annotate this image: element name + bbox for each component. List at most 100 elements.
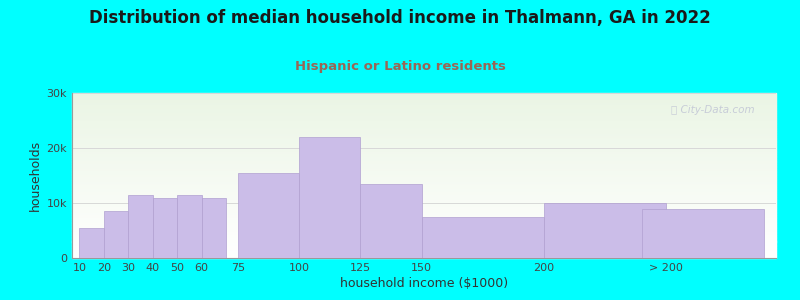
Bar bbox=[72, 96, 776, 98]
Bar bbox=[72, 144, 776, 146]
Bar bbox=[72, 195, 776, 197]
Bar bbox=[72, 151, 776, 152]
Bar bbox=[72, 182, 776, 184]
Bar bbox=[72, 217, 776, 218]
Bar bbox=[72, 208, 776, 210]
Bar bbox=[72, 98, 776, 100]
Bar bbox=[72, 103, 776, 104]
Bar bbox=[72, 164, 776, 166]
Bar bbox=[72, 180, 776, 182]
Bar bbox=[72, 141, 776, 142]
Bar bbox=[202, 197, 226, 258]
Bar bbox=[72, 215, 776, 217]
Bar bbox=[72, 146, 776, 147]
Bar bbox=[72, 131, 776, 133]
Bar bbox=[104, 211, 128, 258]
Bar bbox=[72, 129, 776, 131]
Bar bbox=[72, 128, 776, 129]
Bar bbox=[72, 248, 776, 250]
Bar bbox=[72, 133, 776, 134]
Bar bbox=[72, 227, 776, 228]
Text: Ⓣ City-Data.com: Ⓣ City-Data.com bbox=[671, 104, 755, 115]
Bar bbox=[72, 142, 776, 144]
Bar bbox=[72, 214, 776, 215]
Bar bbox=[238, 173, 299, 258]
Bar bbox=[72, 101, 776, 103]
Bar bbox=[72, 169, 776, 170]
Bar bbox=[72, 250, 776, 251]
Bar bbox=[72, 170, 776, 172]
Bar bbox=[72, 160, 776, 162]
Bar bbox=[72, 251, 776, 253]
X-axis label: household income ($1000): household income ($1000) bbox=[340, 277, 508, 290]
Text: Distribution of median household income in Thalmann, GA in 2022: Distribution of median household income … bbox=[89, 9, 711, 27]
Bar bbox=[72, 194, 776, 195]
Bar bbox=[72, 94, 776, 96]
Bar bbox=[72, 189, 776, 190]
Bar bbox=[72, 230, 776, 232]
Bar bbox=[128, 195, 153, 258]
Bar bbox=[72, 154, 776, 156]
Bar bbox=[72, 108, 776, 109]
Bar bbox=[72, 223, 776, 225]
Bar bbox=[72, 203, 776, 205]
Bar bbox=[422, 217, 544, 258]
Bar bbox=[72, 236, 776, 238]
Bar bbox=[79, 228, 104, 258]
Bar bbox=[72, 139, 776, 141]
Bar bbox=[72, 137, 776, 139]
Bar bbox=[72, 207, 776, 208]
Bar bbox=[361, 184, 422, 258]
Bar bbox=[72, 232, 776, 233]
Bar bbox=[72, 245, 776, 247]
Bar bbox=[72, 255, 776, 256]
Bar bbox=[72, 174, 776, 176]
Bar bbox=[72, 167, 776, 169]
Bar bbox=[72, 136, 776, 137]
Bar bbox=[72, 123, 776, 124]
Bar bbox=[72, 106, 776, 108]
Bar bbox=[72, 197, 776, 199]
Bar bbox=[72, 225, 776, 227]
Bar bbox=[72, 116, 776, 118]
Bar bbox=[72, 235, 776, 236]
Bar bbox=[72, 110, 776, 111]
Bar bbox=[72, 240, 776, 242]
Bar bbox=[72, 190, 776, 192]
Bar bbox=[72, 119, 776, 121]
Y-axis label: households: households bbox=[30, 140, 42, 211]
Bar bbox=[72, 152, 776, 154]
Bar bbox=[72, 100, 776, 101]
Bar bbox=[72, 114, 776, 116]
Text: Hispanic or Latino residents: Hispanic or Latino residents bbox=[294, 60, 506, 73]
Bar bbox=[72, 104, 776, 106]
Bar bbox=[72, 159, 776, 160]
Bar bbox=[72, 121, 776, 123]
Bar bbox=[72, 124, 776, 126]
Bar bbox=[72, 256, 776, 258]
Bar bbox=[72, 93, 776, 94]
Bar bbox=[72, 134, 776, 136]
Bar bbox=[72, 199, 776, 200]
Bar bbox=[72, 218, 776, 220]
Bar bbox=[72, 126, 776, 128]
Bar bbox=[544, 203, 666, 258]
Bar bbox=[72, 192, 776, 194]
Bar bbox=[72, 166, 776, 167]
Bar bbox=[72, 179, 776, 180]
Bar bbox=[72, 253, 776, 255]
Bar bbox=[72, 202, 776, 203]
Bar bbox=[72, 118, 776, 119]
Bar bbox=[72, 200, 776, 202]
Bar bbox=[72, 149, 776, 151]
Bar bbox=[72, 111, 776, 113]
Bar bbox=[72, 162, 776, 164]
Bar bbox=[177, 195, 202, 258]
Bar bbox=[72, 238, 776, 240]
Bar bbox=[72, 242, 776, 243]
Bar bbox=[72, 176, 776, 177]
Bar bbox=[72, 243, 776, 245]
Bar bbox=[72, 187, 776, 189]
Bar bbox=[72, 157, 776, 159]
Bar bbox=[72, 156, 776, 157]
